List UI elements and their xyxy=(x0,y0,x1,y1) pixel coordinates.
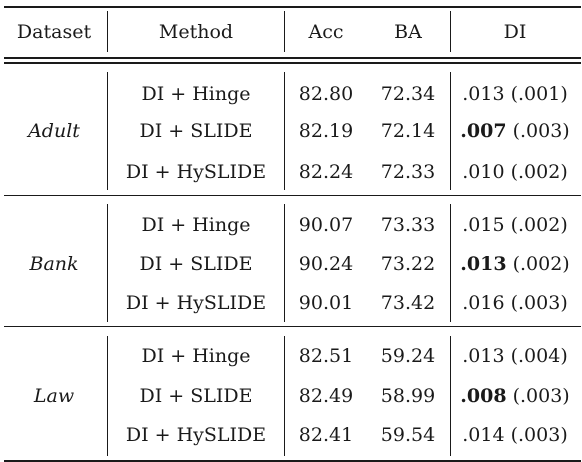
di-std: (.004) xyxy=(510,345,568,367)
dataset-label: Adult xyxy=(28,120,80,142)
bottom-rule xyxy=(4,460,581,462)
di-cell: .015 (.002) xyxy=(462,214,568,236)
method-cell: DI + SLIDE xyxy=(139,385,253,407)
acc-cell: 82.49 xyxy=(298,385,354,407)
ba-cell: 59.54 xyxy=(380,424,436,446)
method-cell: DI + SLIDE xyxy=(139,120,253,142)
col-sep-dataset-1 xyxy=(107,72,108,190)
method-cell: DI + HySLIDE xyxy=(125,424,267,446)
di-cell: .013 (.001) xyxy=(462,83,568,105)
header-method: Method xyxy=(158,21,234,43)
di-std: (.003) xyxy=(510,292,568,314)
col-sep-ba-2 xyxy=(450,204,451,322)
di-std: (.002) xyxy=(510,161,568,183)
di-std: (.003) xyxy=(512,385,570,407)
di-value: .013 xyxy=(462,83,505,105)
top-rule xyxy=(4,6,581,8)
di-value: .010 xyxy=(462,161,505,183)
group-rule-2 xyxy=(4,326,581,327)
ba-cell: 72.33 xyxy=(380,161,436,183)
di-value: .015 xyxy=(462,214,505,236)
col-sep-method-2 xyxy=(284,204,285,322)
di-value: .013 xyxy=(462,345,505,367)
header-dataset: Dataset xyxy=(16,21,92,43)
di-value: .013 xyxy=(460,253,507,275)
di-value: .016 xyxy=(462,292,505,314)
di-cell: .014 (.003) xyxy=(462,424,568,446)
col-sep-dataset-2 xyxy=(107,204,108,322)
col-sep-method-1 xyxy=(284,72,285,190)
di-cell: .013 (.004) xyxy=(462,345,568,367)
di-cell: .013 (.002) xyxy=(460,253,569,275)
col-sep-dataset-3 xyxy=(107,336,108,456)
di-std: (.003) xyxy=(512,120,570,142)
col-sep-ba-1 xyxy=(450,72,451,190)
acc-cell: 82.41 xyxy=(298,424,354,446)
acc-cell: 82.51 xyxy=(298,345,354,367)
ba-cell: 73.33 xyxy=(380,214,436,236)
header-di: DI xyxy=(503,21,527,43)
col-sep-dataset-0 xyxy=(107,11,108,52)
dataset-label: Law xyxy=(33,385,75,407)
di-value: .014 xyxy=(462,424,505,446)
ba-cell: 73.42 xyxy=(380,292,436,314)
acc-cell: 90.07 xyxy=(298,214,354,236)
ba-cell: 72.34 xyxy=(380,83,436,105)
di-value: .007 xyxy=(460,120,507,142)
method-cell: DI + Hinge xyxy=(141,83,251,105)
di-cell: .010 (.002) xyxy=(462,161,568,183)
di-cell: .016 (.003) xyxy=(462,292,568,314)
acc-cell: 82.19 xyxy=(298,120,354,142)
method-cell: DI + SLIDE xyxy=(139,253,253,275)
method-cell: DI + HySLIDE xyxy=(125,292,267,314)
di-std: (.002) xyxy=(512,253,570,275)
header-ba: BA xyxy=(394,21,422,43)
acc-cell: 82.24 xyxy=(298,161,354,183)
group-rule-1 xyxy=(4,195,581,196)
ba-cell: 73.22 xyxy=(380,253,436,275)
col-sep-ba-0 xyxy=(450,11,451,52)
acc-cell: 90.01 xyxy=(298,292,354,314)
dataset-label: Bank xyxy=(29,253,79,275)
method-cell: DI + Hinge xyxy=(141,214,251,236)
di-std: (.002) xyxy=(510,214,568,236)
col-sep-ba-3 xyxy=(450,336,451,456)
col-sep-method-3 xyxy=(284,336,285,456)
header-rule-2 xyxy=(4,62,581,64)
di-value: .008 xyxy=(460,385,507,407)
col-sep-method-0 xyxy=(284,11,285,52)
ba-cell: 72.14 xyxy=(380,120,436,142)
ba-cell: 58.99 xyxy=(380,385,436,407)
di-cell: .008 (.003) xyxy=(460,385,569,407)
acc-cell: 90.24 xyxy=(298,253,354,275)
di-std: (.001) xyxy=(510,83,568,105)
header-acc: Acc xyxy=(308,21,344,43)
method-cell: DI + HySLIDE xyxy=(125,161,267,183)
acc-cell: 82.80 xyxy=(298,83,354,105)
di-std: (.003) xyxy=(510,424,568,446)
di-cell: .007 (.003) xyxy=(460,120,569,142)
ba-cell: 59.24 xyxy=(380,345,436,367)
header-rule-1 xyxy=(4,57,581,59)
method-cell: DI + Hinge xyxy=(141,345,251,367)
